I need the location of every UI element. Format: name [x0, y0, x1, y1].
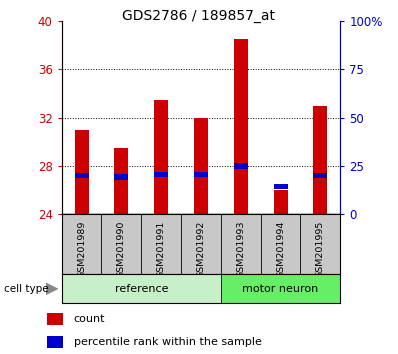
- Bar: [47, 336, 64, 348]
- Text: GSM201993: GSM201993: [236, 220, 245, 278]
- Text: GDS2786 / 189857_at: GDS2786 / 189857_at: [123, 9, 275, 23]
- Text: GSM201992: GSM201992: [197, 220, 205, 278]
- Bar: [115, 148, 129, 214]
- Bar: [75, 130, 89, 214]
- Polygon shape: [46, 282, 59, 295]
- Bar: [234, 39, 248, 214]
- Text: GSM201995: GSM201995: [316, 220, 325, 278]
- Bar: [314, 173, 328, 178]
- Bar: [274, 190, 287, 214]
- Text: GSM201989: GSM201989: [77, 220, 86, 278]
- Bar: [62, 274, 221, 303]
- Bar: [47, 313, 64, 325]
- Bar: [75, 173, 89, 178]
- Bar: [115, 174, 129, 179]
- Text: percentile rank within the sample: percentile rank within the sample: [74, 337, 261, 347]
- Bar: [234, 163, 248, 169]
- Text: GSM201991: GSM201991: [157, 220, 166, 278]
- Text: GSM201994: GSM201994: [276, 220, 285, 278]
- Bar: [194, 118, 208, 214]
- Text: cell type: cell type: [4, 284, 49, 294]
- Bar: [274, 184, 287, 189]
- Bar: [194, 172, 208, 177]
- Bar: [314, 105, 328, 214]
- Bar: [154, 172, 168, 177]
- Text: count: count: [74, 314, 105, 324]
- Bar: [221, 274, 340, 303]
- Text: motor neuron: motor neuron: [242, 284, 319, 293]
- Text: reference: reference: [115, 284, 168, 293]
- Bar: [154, 99, 168, 214]
- Text: GSM201990: GSM201990: [117, 220, 126, 278]
